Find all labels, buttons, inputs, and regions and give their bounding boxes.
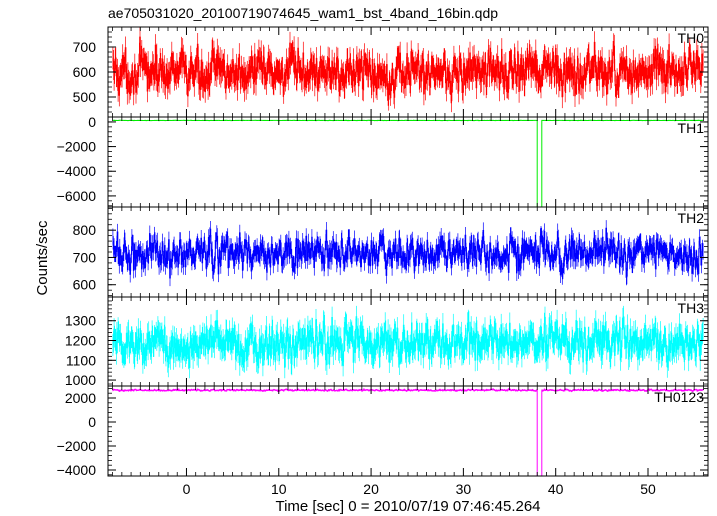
y-tick-label: −4000 xyxy=(57,163,97,179)
panel-frame xyxy=(107,385,709,477)
series-th1 xyxy=(112,119,704,208)
series-th0 xyxy=(112,36,704,102)
series-th0123 xyxy=(112,388,704,477)
x-tick-label: 20 xyxy=(363,481,379,497)
panels-group: 500600700TH00−2000−4000−6000TH1600700800… xyxy=(57,26,709,497)
panel-th2: 600 700 800 TH2 xyxy=(73,206,709,298)
y-tick-label: 1100 xyxy=(66,352,96,368)
x-tick-label: 0 xyxy=(183,481,191,497)
x-tick-label: 10 xyxy=(271,481,287,497)
y-axis-label: Counts/sec xyxy=(34,220,51,296)
y-tick-label: 1200 xyxy=(65,333,96,349)
y-tick-label: 0 xyxy=(88,414,96,430)
x-tick-label: 50 xyxy=(640,481,656,497)
panel-frame xyxy=(107,116,709,208)
chart-title: ae705031020_20100719074645_wam1_bst_4ban… xyxy=(108,5,498,21)
y-tick-label: 800 xyxy=(73,222,97,238)
panel-th3: 1000 1100 1200 1300 TH3 xyxy=(65,296,709,388)
y-tick-label: −2000 xyxy=(57,139,97,155)
x-tick-label: 40 xyxy=(548,481,564,497)
series-th3 xyxy=(112,316,704,368)
x-tick-label: 30 xyxy=(456,481,472,497)
y-tick-label: 600 xyxy=(73,64,97,80)
y-tick-label: −4000 xyxy=(57,462,97,478)
panel-label-th2: TH2 xyxy=(678,210,705,226)
y-tick-label: 700 xyxy=(73,39,97,55)
panel-label-th0: TH0 xyxy=(678,30,705,46)
y-tick-label: 500 xyxy=(73,89,97,105)
y-tick-label: 2000 xyxy=(65,390,96,406)
panel-th1: 0 −2000 −4000 −6000 TH1 xyxy=(57,114,709,208)
y-tick-label: −2000 xyxy=(57,438,97,454)
panel-th0123: 2000 0 −2000 −4000 TH0123 xyxy=(57,385,709,478)
panel-label-th1: TH1 xyxy=(678,120,705,136)
panel-th0: 500 600 700 TH0 xyxy=(73,26,709,118)
y-tick-label: 700 xyxy=(73,249,97,265)
y-tick-label: 1300 xyxy=(65,313,96,329)
y-tick-label: 0 xyxy=(88,114,96,130)
y-tick-label: −6000 xyxy=(57,188,97,204)
series-th2 xyxy=(112,227,704,279)
y-tick-label: 600 xyxy=(73,277,97,293)
x-axis-label: Time [sec] 0 = 2010/07/19 07:46:45.264 xyxy=(275,498,540,515)
y-tick-label: 1000 xyxy=(65,372,96,388)
panel-label-th3: TH3 xyxy=(678,300,705,316)
panel-label-th0123: TH0123 xyxy=(654,389,704,405)
